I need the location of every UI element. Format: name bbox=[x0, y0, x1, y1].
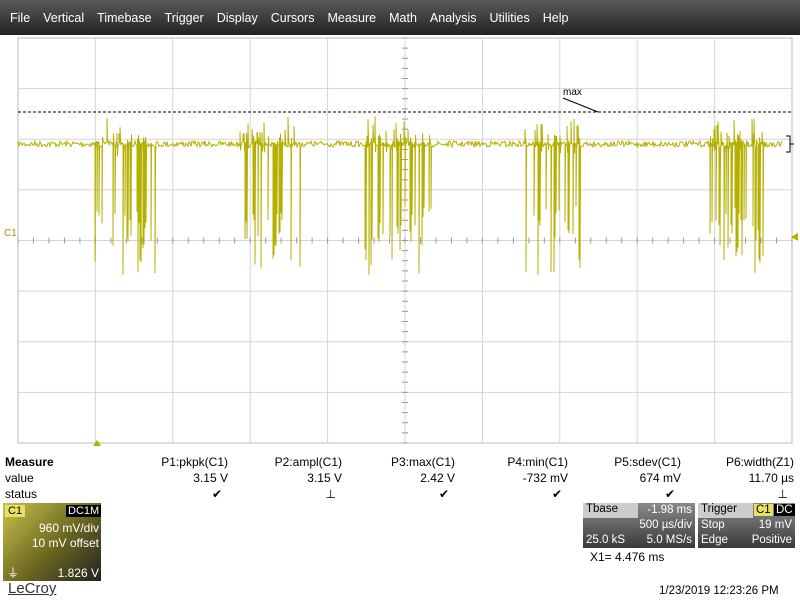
measure-value: 674 mV bbox=[639, 471, 681, 485]
measure-name: P5:sdev(C1) bbox=[614, 455, 681, 469]
measure-name: P6:width(Z1) bbox=[725, 455, 794, 469]
label: Tbase bbox=[586, 503, 618, 515]
menu-item[interactable]: Math bbox=[389, 10, 417, 25]
timestamp: 1/23/2019 12:23:26 PM bbox=[659, 585, 779, 597]
measure-name: P1:pkpk(C1) bbox=[161, 455, 228, 469]
menu-item[interactable]: Utilities bbox=[489, 10, 530, 25]
channel-scale: 960 mV/div bbox=[38, 521, 99, 535]
max-label: max bbox=[563, 87, 582, 98]
measure-name: P3:max(C1) bbox=[390, 455, 455, 469]
row-label: status bbox=[5, 487, 38, 501]
label: Trigger bbox=[701, 503, 737, 515]
measure-value: 3.15 V bbox=[307, 471, 342, 485]
trigger-level: 19 mV bbox=[758, 519, 792, 531]
timebase-scale: 500 µs/div bbox=[639, 519, 692, 531]
max-leader bbox=[562, 97, 599, 113]
measure-status: ✔ bbox=[211, 487, 222, 501]
cursor-readout: X1= 4.476 ms bbox=[590, 550, 665, 564]
ground-icon: ⏚ bbox=[7, 566, 20, 580]
menu-item[interactable]: Cursors bbox=[270, 10, 315, 25]
trigger-mode: Stop bbox=[701, 519, 725, 531]
channel-offset: 10 mV offset bbox=[31, 536, 99, 550]
measure-value: -732 mV bbox=[522, 471, 568, 485]
menu-item[interactable]: Analysis bbox=[429, 10, 477, 25]
waveform bbox=[17, 116, 783, 276]
menu-item[interactable]: Vertical bbox=[43, 10, 85, 25]
level-marker bbox=[786, 135, 794, 153]
timebase-samples: 25.0 kS bbox=[586, 534, 625, 546]
measure-name: P2:ampl(C1) bbox=[274, 455, 342, 469]
menu-item[interactable]: File bbox=[10, 10, 31, 25]
menu-item[interactable]: Trigger bbox=[164, 10, 204, 25]
measure-name: P4:min(C1) bbox=[507, 455, 568, 469]
channel-box: C1 DC1M 960 mV/div 10 mV offset ⏚ 1.826 … bbox=[3, 503, 102, 581]
trace-label: C1 bbox=[4, 228, 17, 239]
channel-name: C1 bbox=[5, 505, 26, 517]
measure-value: 3.15 V bbox=[193, 471, 228, 485]
row-label: value bbox=[5, 471, 34, 485]
brand: LeCroy bbox=[8, 580, 57, 597]
measure-value: 2.42 V bbox=[420, 471, 455, 485]
trigger-box: Trigger C1 DC Stop 19 mV Edge Positive bbox=[698, 503, 795, 548]
measure-title: Measure bbox=[5, 455, 54, 469]
measure-value: 11.70 µs bbox=[748, 471, 794, 485]
trigger-source: C1 bbox=[754, 504, 773, 516]
trigger-title: Trigger bbox=[698, 503, 753, 518]
trigger-type: Edge bbox=[701, 534, 728, 546]
trigger-marker bbox=[93, 440, 101, 446]
graticule: max C1 bbox=[4, 37, 798, 446]
measure-status: ✔ bbox=[664, 487, 675, 501]
measure-status: ✔ bbox=[551, 487, 562, 501]
timebase-rate: 5.0 MS/s bbox=[646, 534, 692, 546]
menu-bar: File Vertical Timebase Trigger Display Cursor… bbox=[0, 0, 800, 35]
menu-item[interactable]: Display bbox=[216, 10, 258, 25]
channel-coupling: DC1M bbox=[66, 505, 102, 517]
menu-item[interactable]: Measure bbox=[327, 10, 377, 25]
menu-item[interactable]: Timebase bbox=[97, 10, 152, 25]
trigger-slope: Positive bbox=[751, 534, 792, 546]
timebase-box: Tbase -1.98 ms 500 µs/div 25.0 kS 5.0 MS… bbox=[583, 503, 695, 548]
channel-level: 1.826 V bbox=[57, 566, 99, 580]
measure-status: ⊥ bbox=[777, 487, 788, 501]
timebase-title: Tbase bbox=[583, 503, 638, 518]
trigger-coupling: DC bbox=[774, 504, 795, 516]
timebase-delay: -1.98 ms bbox=[647, 504, 692, 516]
measure-status: ⊥ bbox=[325, 487, 336, 501]
offset-marker bbox=[791, 233, 798, 241]
menu-item[interactable]: Help bbox=[542, 10, 569, 25]
measure-status: ✔ bbox=[438, 487, 449, 501]
